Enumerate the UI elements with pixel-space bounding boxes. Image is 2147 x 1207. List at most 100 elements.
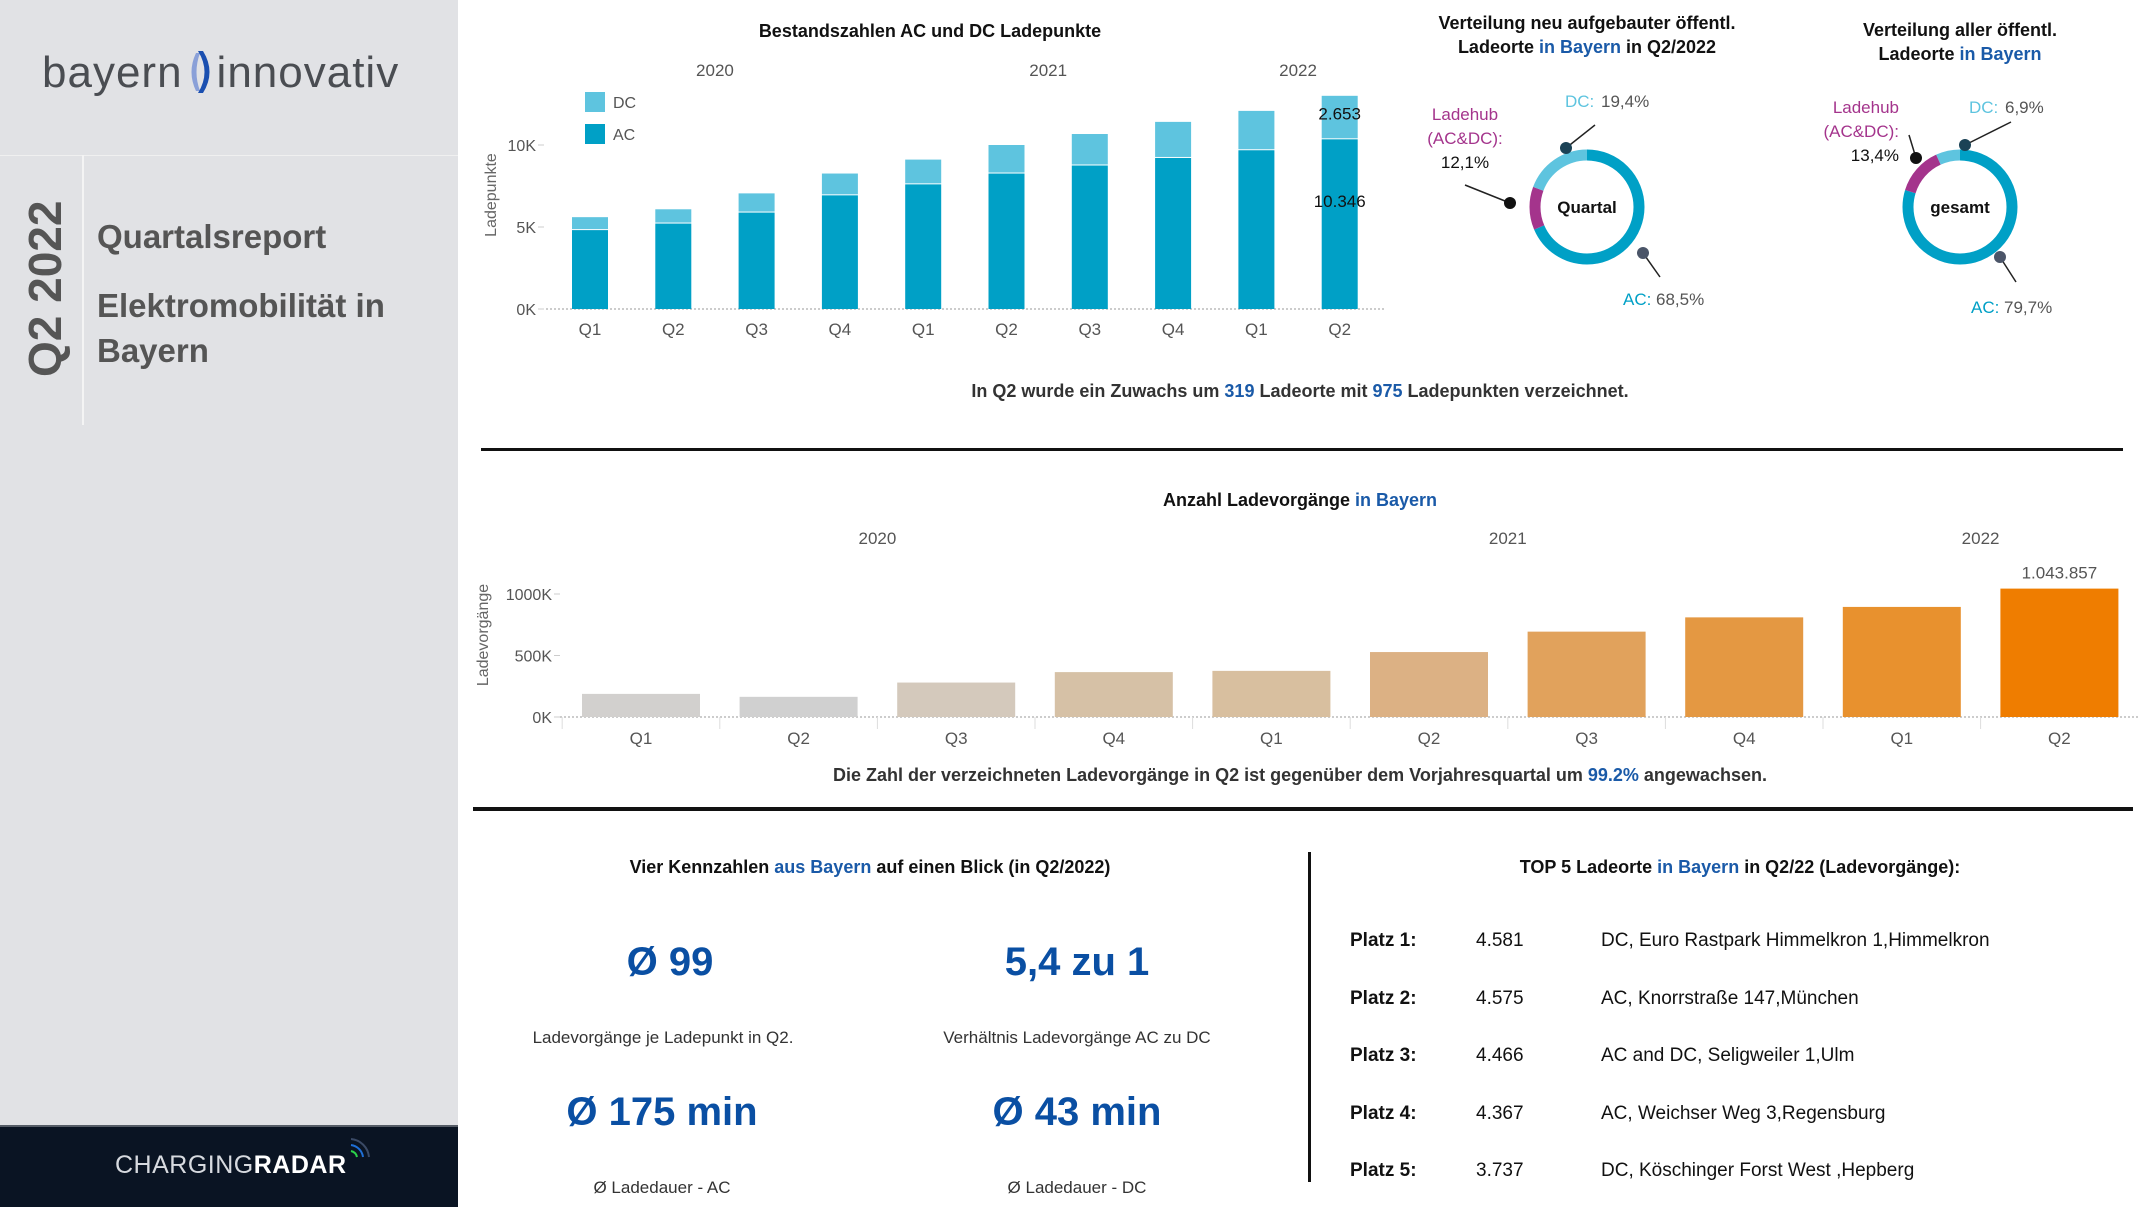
bar-ladevorgaenge bbox=[582, 693, 700, 717]
x-tick-label: Q4 bbox=[1102, 729, 1125, 748]
y-tick-label: 500K bbox=[515, 649, 553, 666]
ladepunkte-chart-title: Bestandszahlen AC und DC Ladepunkte bbox=[758, 21, 1102, 41]
radar-waves-icon bbox=[350, 1138, 370, 1158]
x-tick-label: Q2 bbox=[995, 320, 1018, 339]
leader-dot bbox=[1910, 152, 1922, 164]
x-tick-label: Q3 bbox=[1575, 729, 1598, 748]
top5-rank: Platz 3: bbox=[1350, 1045, 1417, 1066]
leader-line bbox=[1464, 184, 1511, 204]
leader-line bbox=[1964, 121, 2012, 146]
kpi-value: Ø 43 min bbox=[992, 1090, 1162, 1134]
ladevorgaenge-bar-chart: 0K 500K 1000K Ladevorgänge 2020 2021 2022 Q1 Q2 Q… bbox=[475, 529, 2140, 748]
kpi-value: 5,4 zu 1 bbox=[1004, 940, 1150, 984]
logo-bracket-icon bbox=[191, 51, 210, 93]
donut-gesamt-chart: gesamt DC: 6,9% AC: 79,7% Ladehub (AC&DC): 13,4… bbox=[1823, 98, 2052, 317]
bar-ladevorgaenge bbox=[739, 696, 858, 717]
label-ladehub-name2: (AC&DC): bbox=[1427, 129, 1503, 148]
section-divider-1 bbox=[481, 448, 2123, 451]
bar-ladevorgaenge bbox=[1842, 606, 1961, 717]
logo-text-left: bayern bbox=[42, 48, 183, 97]
kpi-section-title: Vier Kennzahlen aus Bayern auf einen Bli… bbox=[629, 857, 1111, 877]
report-subtitle-line1: Elektromobilität in bbox=[97, 287, 385, 324]
data-label: 1.043.857 bbox=[2022, 564, 2098, 583]
leader-dot bbox=[1994, 251, 2006, 263]
x-tick-label: Q2 bbox=[2048, 729, 2071, 748]
x-tick-label: Q1 bbox=[1245, 320, 1268, 339]
x-tick-label: Q2 bbox=[1328, 320, 1351, 339]
x-tick-label: Q2 bbox=[1418, 729, 1441, 748]
donut-slice-dc bbox=[1902, 149, 2018, 265]
leader-dot bbox=[1504, 197, 1516, 209]
top5-count: 4.466 bbox=[1476, 1045, 1524, 1066]
y-tick-label: 1000K bbox=[506, 587, 553, 604]
bar-dc bbox=[572, 217, 608, 230]
bar-dc bbox=[988, 145, 1025, 173]
bar-ac bbox=[988, 173, 1025, 309]
top5-count: 4.575 bbox=[1476, 987, 1524, 1009]
bar-dc bbox=[655, 209, 692, 223]
legend-swatch-ac bbox=[585, 124, 605, 144]
donut-gesamt-title: Verteilung aller öffentl. Ladeorte in Ba… bbox=[1862, 20, 2058, 64]
y-tick-label: 10K bbox=[508, 138, 537, 155]
top5-location: AC and DC, Seligweiler 1,Ulm bbox=[1601, 1045, 1855, 1066]
legend-label-dc: DC bbox=[613, 95, 636, 112]
x-tick-label: Q4 bbox=[1162, 320, 1185, 339]
x-tick-label: Q1 bbox=[1890, 729, 1913, 748]
bar-ladevorgaenge bbox=[2000, 588, 2119, 717]
year-label: 2022 bbox=[1279, 61, 1317, 80]
section-divider-2 bbox=[473, 807, 2133, 811]
x-tick-label: Q3 bbox=[745, 320, 768, 339]
y-tick-label: 5K bbox=[516, 220, 536, 237]
top5-location: AC, Knorrstraße 147,München bbox=[1601, 987, 1859, 1009]
data-label-ac: 10.346 bbox=[1314, 192, 1366, 211]
label-ac-value: 79,7% bbox=[2004, 298, 2052, 317]
bar-dc bbox=[821, 173, 858, 195]
y-tick-label: 0K bbox=[532, 710, 552, 727]
top5-rank: Platz 5: bbox=[1350, 1160, 1417, 1181]
top5-rank: Platz 1: bbox=[1350, 930, 1417, 951]
bar-ac bbox=[1071, 165, 1108, 309]
x-tick-label: Q2 bbox=[662, 320, 685, 339]
sidebar-vertical-divider bbox=[82, 155, 84, 425]
year-label: 2020 bbox=[696, 61, 734, 80]
label-dc-value: 6,9% bbox=[2005, 98, 2044, 117]
bar-dc bbox=[1155, 121, 1192, 157]
label-ladehub-name2: (AC&DC): bbox=[1823, 122, 1899, 141]
x-tick-label: Q3 bbox=[1078, 320, 1101, 339]
bar-dc bbox=[1321, 95, 1358, 139]
x-tick-label: Q4 bbox=[829, 320, 852, 339]
label-dc-name: DC: bbox=[1969, 98, 1998, 117]
kpi-label: Ladevorgänge je Ladepunkt in Q2. bbox=[532, 1028, 794, 1047]
label-ladehub-name: Ladehub bbox=[1432, 105, 1498, 124]
x-tick-label: Q2 bbox=[787, 729, 810, 748]
ladevorgaenge-chart-title: Anzahl Ladevorgänge in Bayern bbox=[1162, 490, 1438, 510]
label-dc-name: DC: bbox=[1565, 92, 1594, 111]
donut-center-label: Quartal bbox=[1557, 198, 1617, 217]
bar-ac bbox=[1321, 139, 1358, 309]
sidebar-divider bbox=[0, 155, 458, 156]
bar-ac bbox=[1155, 157, 1192, 309]
logo-text-right: innovativ bbox=[216, 48, 400, 97]
bar-ac bbox=[655, 223, 692, 309]
top5-location: DC, Euro Rastpark Himmelkron 1,Himmelkro… bbox=[1601, 930, 1990, 951]
donut-slice-dc bbox=[1529, 149, 1645, 265]
bar-dc bbox=[1238, 110, 1275, 150]
bar-dc bbox=[1071, 134, 1108, 165]
bar-ladevorgaenge bbox=[897, 682, 1016, 717]
y-axis-label: Ladepunkte bbox=[483, 153, 500, 237]
label-dc-value: 19,4% bbox=[1601, 92, 1649, 111]
report-subtitle-line2: Bayern bbox=[97, 332, 209, 369]
year-label: 2020 bbox=[858, 529, 896, 548]
bar-ac bbox=[738, 212, 775, 309]
bar-ladevorgaenge bbox=[1527, 631, 1646, 717]
ladepunkte-stacked-bar-chart: 0K 5K 10K Ladepunkte 2020 2021 2022 Q1 Q2 Q3 Q4 Q1 Q… bbox=[483, 61, 1385, 339]
top5-title: TOP 5 Ladeorte in Bayern in Q2/22 (Ladev… bbox=[1519, 857, 1961, 877]
year-label: 2021 bbox=[1489, 529, 1527, 548]
chargingradar-logo: CHARGINGRADAR bbox=[115, 1138, 370, 1180]
x-tick-label: Q1 bbox=[630, 729, 653, 748]
x-tick-label: Q1 bbox=[579, 320, 602, 339]
sidebar-footer: CHARGINGRADAR bbox=[0, 1125, 458, 1207]
bayern-innovativ-logo: bayern innovativ bbox=[42, 48, 399, 98]
x-tick-label: Q1 bbox=[912, 320, 935, 339]
bar-ac bbox=[572, 230, 608, 309]
